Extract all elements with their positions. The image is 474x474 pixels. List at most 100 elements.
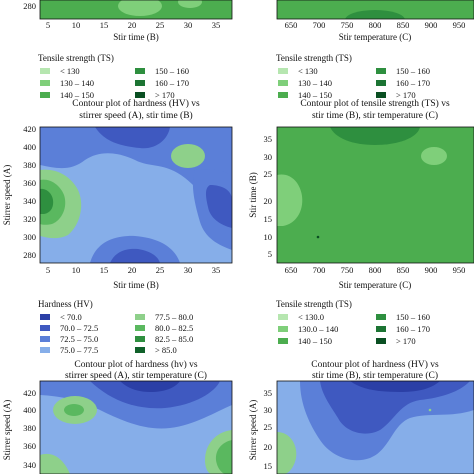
y-tick: 320: [23, 214, 36, 224]
top-left-region-light-2: [178, 0, 202, 8]
region-hv-80-82-5-right: [215, 440, 232, 474]
y-tick: 10: [264, 232, 273, 242]
legend-swatch: [376, 80, 386, 86]
bottom-right-contour-fill: [277, 381, 474, 474]
y-axis-label: Stirrer speed (A): [2, 400, 12, 460]
legend-item-label: 77.5 – 80.0: [155, 312, 193, 322]
top-right-x-tick: 750: [341, 20, 354, 30]
y-tick: 25: [264, 422, 273, 432]
legend-swatch: [278, 92, 288, 98]
y-axis-label: Stirrer speed (A): [2, 165, 12, 225]
y-tick: 20: [264, 442, 273, 452]
legend-item-label: 130 – 140: [298, 78, 332, 88]
chart-title-line1: Contour plot of hardness (hv) vs: [74, 359, 198, 370]
top-left-x-tick: 20: [128, 20, 137, 30]
region-hv-77-5-80-right: [171, 144, 205, 168]
contour-point-marker: [316, 235, 320, 239]
mid-right-contour-fill: [277, 127, 474, 263]
top-left-x-axis-label: Stir time (B): [113, 32, 159, 42]
legend-swatch: [278, 80, 288, 86]
mid-right-y-ticks: 5 10 15 20 25 30 35: [264, 134, 273, 259]
legend-item-label: > 85.0: [155, 345, 177, 355]
y-axis-label: Stir time (B): [248, 172, 258, 218]
legend-hv-mid-left: Hardness (HV) < 70.0 70.0 – 72.5 72.5 – …: [38, 299, 193, 355]
y-tick: 380: [23, 160, 36, 170]
y-tick: 20: [264, 196, 273, 206]
x-tick: 35: [212, 265, 221, 275]
chart-title-line1: Contour plot of tensile strength (TS) vs: [300, 98, 450, 109]
legend-swatch: [278, 68, 288, 74]
top-left-contour-fill: [40, 0, 232, 19]
legend-swatch: [135, 347, 145, 353]
y-tick: 360: [23, 441, 36, 451]
top-left-x-tick: 25: [156, 20, 165, 30]
legend-ts-top-right: Tensile strength (TS) < 130 130 – 140 14…: [276, 53, 430, 100]
x-tick: 700: [313, 265, 326, 275]
chart-title-line2: stir time (B), stir temperature (C): [312, 370, 438, 381]
legend-title: Tensile strength (TS): [276, 53, 352, 63]
legend-swatch: [376, 68, 386, 74]
legend-item-label: 75.0 – 77.5: [60, 345, 98, 355]
region-hv-70-72-5-top: [95, 127, 170, 149]
x-tick: 15: [100, 265, 109, 275]
legend-swatch: [135, 336, 145, 342]
y-tick: 5: [268, 249, 272, 259]
bottom-left-y-ticks: 340 360 380 400 420: [23, 388, 36, 470]
bottom-left-frame: [39, 380, 233, 474]
chart-title-line1: Contour plot of hardness (HV) vs: [72, 98, 200, 109]
region-hv-lt70-top: [120, 381, 180, 392]
contour-point-marker: [428, 408, 432, 412]
legend-item-label: 160 – 170: [155, 78, 189, 88]
top-right-x-axis-label: Stir temperature (C): [339, 32, 411, 42]
mid-left-frame: [39, 126, 233, 264]
top-right-x-tick: 900: [425, 20, 438, 30]
chart-title-line2: stir time (B), stir temperature (C): [312, 110, 438, 121]
top-left-x-tick: 35: [212, 20, 221, 30]
legend-item-label: 140 – 150: [298, 90, 332, 100]
y-tick: 30: [264, 152, 273, 162]
y-tick: 35: [264, 388, 273, 398]
legend-item-label: 140 – 150: [298, 336, 332, 346]
region-hv-80-82-5: [64, 404, 84, 416]
x-tick: 30: [184, 265, 193, 275]
top-right-region-dark: [345, 10, 405, 19]
top-left-region-light: [118, 0, 162, 16]
chart-title-line2: stirrer speed (A), stir temperature (C): [65, 370, 207, 381]
mid-left-contour-panel: Contour plot of hardness (HV) vs stirrer…: [2, 98, 233, 290]
mid-right-x-ticks: 650 700 750 800 850 900 950: [285, 265, 466, 275]
top-right-x-tick: 650: [285, 20, 298, 30]
legend-title: Tensile strength (TS): [276, 299, 352, 309]
y-tick: 340: [23, 196, 36, 206]
x-tick: 650: [285, 265, 298, 275]
y-axis-label: Stirrer speed (A): [248, 400, 258, 460]
legend-item-label: > 170: [155, 90, 175, 100]
top-left-x-ticks: 5 10 15 20 25 30 35: [46, 20, 220, 30]
legend-item-label: 72.5 – 75.0: [60, 334, 98, 344]
y-tick: 35: [264, 134, 273, 144]
legend-ts-mid-right: Tensile strength (TS) < 130.0 130.0 – 14…: [276, 299, 430, 346]
y-tick: 25: [264, 169, 273, 179]
y-tick: 420: [23, 124, 36, 134]
top-left-x-tick: 10: [72, 20, 81, 30]
x-tick: 850: [397, 265, 410, 275]
legend-item-label: < 130: [60, 66, 80, 76]
x-tick: 900: [425, 265, 438, 275]
top-right-contour-fill: [277, 0, 474, 19]
legend-item-label: 80.0 – 82.5: [155, 323, 193, 333]
region-hv-77-5-80-bottom-left: [40, 453, 70, 474]
mid-left-x-ticks: 5 10 15 20 25 30 35: [46, 265, 220, 275]
bottom-left-contour-fill: [40, 381, 232, 474]
legend-item-label: 130.0 – 140: [298, 324, 338, 334]
y-tick: 15: [264, 214, 273, 224]
legend-swatch: [40, 314, 50, 320]
legend-swatch: [278, 314, 288, 320]
legend-swatch: [135, 92, 145, 98]
region-hv-70-72-5-top: [90, 381, 220, 409]
legend-swatch: [135, 68, 145, 74]
bottom-left-contour-panel: Contour plot of hardness (hv) vs stirrer…: [2, 359, 233, 474]
bottom-right-contour-panel: Contour plot of hardness (HV) vs stir ti…: [248, 359, 474, 474]
top-right-frame: [276, 0, 474, 20]
top-right-contour-panel: 650 700 750 800 850 900 950 Stir tempera…: [276, 0, 474, 42]
top-left-x-tick: 15: [100, 20, 109, 30]
legend-item-label: 140 – 150: [60, 90, 94, 100]
